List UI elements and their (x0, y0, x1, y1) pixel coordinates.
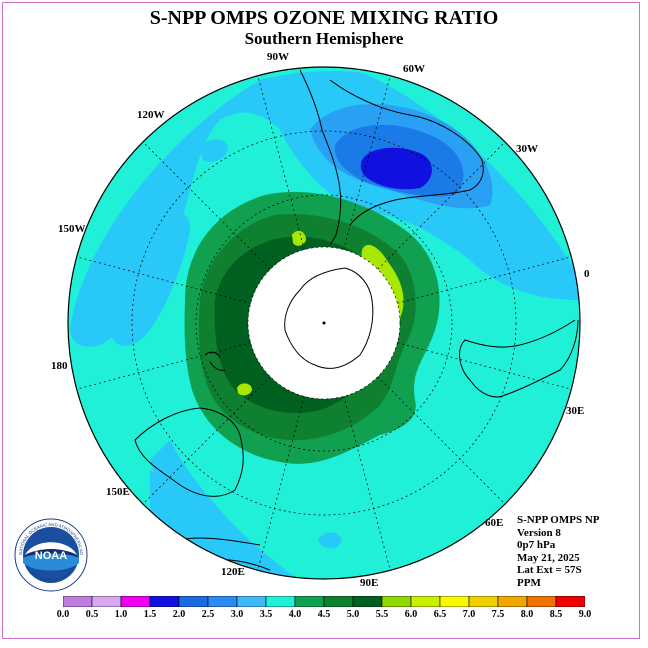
meridian-line (377, 376, 506, 505)
colorbar-tick-label: 1.5 (143, 609, 157, 620)
south-america-outline (299, 69, 342, 246)
meridian-line (142, 376, 271, 505)
yellow-green-patch-north (292, 230, 306, 246)
colorbar-tick-label: 2.0 (172, 609, 186, 620)
lon-label-60e: 60E (485, 517, 504, 529)
info-line-satellite: S-NPP OMPS NP (517, 514, 600, 526)
map-border (67, 66, 581, 580)
colorbar-tick-label: 0.0 (56, 609, 70, 620)
lon-label-90e: 90E (360, 577, 379, 589)
info-block: S-NPP OMPS NP Version 8 0p7 hPa May 21, … (517, 514, 600, 589)
colorbar-tick-label: 8.5 (549, 609, 563, 620)
meridian-line (257, 75, 305, 250)
graticule (131, 130, 517, 516)
meridian-line (397, 342, 572, 390)
lon-label-120w: 120W (137, 109, 165, 121)
deep-blue-maximum (360, 147, 432, 190)
south-america-east-outline (329, 79, 484, 226)
noaa-logo: NOAA NATIONAL OCEANIC AND ATMOSPHERIC AD… (14, 518, 88, 592)
map-subtitle: Southern Hemisphere (244, 29, 404, 48)
colorbar-tick-label: 3.5 (259, 609, 273, 620)
lon-label-150w: 150W (58, 223, 86, 235)
colorbar-swatch (497, 596, 528, 607)
colorbar-swatch (294, 596, 325, 607)
colorbar-swatch (178, 596, 209, 607)
meridians (76, 75, 572, 571)
colorbar-tick-label: 6.5 (433, 609, 447, 620)
colorbar-tick-label: 9.0 (578, 609, 592, 620)
light-blue-small-south (318, 532, 342, 549)
info-line-version: Version 8 (517, 526, 561, 539)
colorbar-swatch (468, 596, 499, 607)
lon-label-150e: 150E (106, 486, 130, 498)
lon-label-30e: 30E (566, 405, 585, 417)
colorbar (63, 596, 585, 607)
lon-label-60w: 60W (403, 63, 425, 75)
lon-label-30w: 30W (516, 143, 538, 155)
colorbar-swatch (381, 596, 412, 607)
map-title: S-NPP OMPS OZONE MIXING RATIO (149, 7, 499, 29)
colorbar-tick-label: 0.5 (85, 609, 99, 620)
info-line-date: May 21, 2025 (517, 551, 580, 564)
colorbar-tick-label: 7.5 (491, 609, 505, 620)
lon-label-0: 0 (584, 268, 590, 280)
lon-label-180: 180 (51, 360, 68, 372)
light-blue-patch-small (200, 139, 228, 162)
meridian-line (76, 256, 251, 304)
colorbar-tick-label: 2.5 (201, 609, 215, 620)
colorbar-swatch (63, 596, 93, 607)
pole-dot (322, 321, 326, 325)
light-blue-south (150, 440, 300, 579)
africa-outline (459, 319, 579, 398)
info-line-lat-extent: Lat Ext = 57S (517, 564, 582, 576)
colorbar-tick-label: 5.5 (375, 609, 389, 620)
colorbar-tick-label: 6.0 (404, 609, 418, 620)
new-zealand-outline (204, 351, 226, 371)
colorbar-swatch (207, 596, 238, 607)
colorbar-tick-label: 7.0 (462, 609, 476, 620)
colorbar-tick-label: 3.0 (230, 609, 244, 620)
meridian-line (377, 141, 506, 270)
australia-outline (134, 407, 244, 497)
colorbar-swatch (439, 596, 470, 607)
colorbar-swatch (323, 596, 354, 607)
antarctica-outline (284, 267, 374, 369)
colorbar-tick-label: 1.0 (114, 609, 128, 620)
plot-frame (2, 2, 640, 639)
meridian-line (343, 75, 391, 250)
lon-label-120e: 120E (221, 566, 245, 578)
colorbar-swatch (120, 596, 151, 607)
colorbar-tick-label: 8.0 (520, 609, 534, 620)
colorbar-tick-label: 5.0 (346, 609, 360, 620)
noaa-logo-text: NOAA (35, 550, 67, 562)
colorbar-tick-label: 4.5 (317, 609, 331, 620)
meridian-line (76, 342, 251, 390)
colorbar-swatch (236, 596, 267, 607)
colorbar-swatch (91, 596, 122, 607)
colorbar-tick-label: 4.0 (288, 609, 302, 620)
light-blue-patch-west (110, 214, 190, 346)
meridian-line (343, 396, 391, 571)
colorbar-swatch (526, 596, 557, 607)
info-line-pressure: 0p7 hPa (517, 539, 556, 551)
yellow-green-patch-south (237, 383, 252, 396)
lon-label-90w: 90W (267, 51, 289, 63)
colorbar-swatch (410, 596, 441, 607)
meridian-line (397, 256, 572, 304)
colorbar-swatch (352, 596, 383, 607)
colorbar-swatch (265, 596, 296, 607)
meridian-line (142, 141, 271, 270)
info-line-units: PPM (517, 576, 541, 589)
colorbar-swatch (555, 596, 585, 607)
meridian-line (257, 396, 305, 571)
colorbar-swatch (149, 596, 180, 607)
